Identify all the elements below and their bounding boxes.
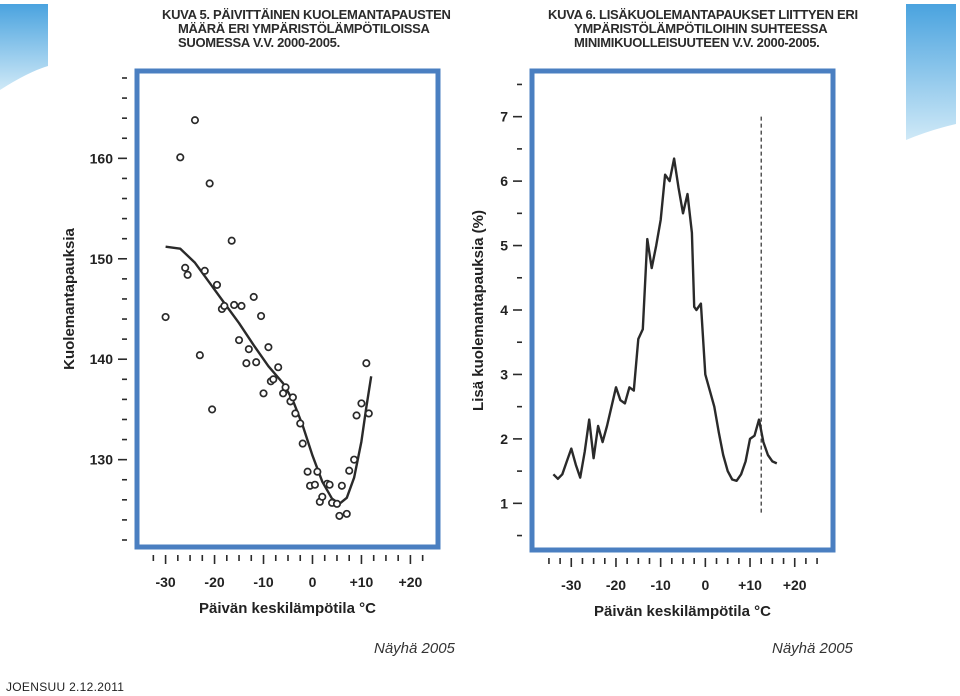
chart-2-x-tick-label: +10 (738, 577, 762, 593)
chart-1-point (274, 363, 283, 372)
chart-1-point (364, 409, 373, 418)
chart-2-frame (529, 68, 836, 553)
chart-2-x-axis-label: Päivän keskilämpötila °C (594, 603, 771, 620)
chart-2-x-tick-label: +20 (783, 577, 807, 593)
chart-1-point (337, 481, 346, 490)
chart-1-x-tick-label: -20 (204, 574, 224, 590)
chart-1-title-line: MÄÄRÄ ERI YMPÄRISTÖLÄMPÖTILOISSA (178, 21, 430, 36)
chart-1-point (325, 480, 334, 489)
chart-1-point (288, 393, 297, 402)
chart-1-frame (134, 68, 441, 550)
chart-1-y-tick-label: 140 (90, 351, 114, 367)
chart-1-y-tick-label: 160 (90, 150, 114, 166)
chart-1-point (310, 480, 319, 489)
chart-2-y-tick-label: 7 (500, 109, 508, 125)
chart-1-point (237, 301, 246, 311)
chart-1-point (161, 312, 170, 322)
chart-1-point (318, 492, 327, 501)
chart-1-point (252, 358, 261, 367)
chart-1-point (332, 499, 342, 508)
chart-2-y-tick-label: 1 (500, 495, 508, 511)
chart-2-y-tick-label: 3 (500, 366, 508, 382)
chart-2-credit: Näyhä 2005 (772, 640, 853, 657)
chart-1-point (257, 311, 266, 321)
chart-1-point (335, 511, 344, 520)
chart-2-x-tick-label: -30 (561, 577, 581, 593)
chart-1-point (190, 116, 200, 125)
chart-1-x-tick-label: -10 (253, 574, 273, 590)
chart-1-point (234, 336, 244, 345)
chart-1-title-line: KUVA 5. PÄIVITTÄINEN KUOLEMANTAPAUSTEN (162, 7, 451, 22)
chart-1-point (249, 292, 258, 301)
chart-1-point (342, 509, 351, 518)
chart-1-point (296, 419, 305, 428)
chart-1-point (244, 345, 253, 354)
chart-1-point (352, 411, 361, 420)
chart-1-point (350, 455, 359, 464)
chart-1-point (362, 359, 371, 368)
chart-1-credit: Näyhä 2005 (374, 640, 455, 657)
chart-1-point (183, 270, 192, 279)
chart-2-title: KUVA 6. LISÄKUOLEMANTAPAUKSET LIITTYEN E… (548, 8, 858, 50)
chart-1-x-tick-label: +20 (399, 574, 423, 590)
chart-2-x-tick-label: 0 (701, 577, 709, 593)
footer-text: JOENSUU 2.12.2011 (6, 680, 125, 694)
chart-2-title-line: YMPÄRISTÖLÄMPÖTILOIHIN SUHTEESSA (574, 21, 828, 36)
chart-2-y-tick-label: 2 (500, 431, 508, 447)
chart-1-point (208, 405, 217, 414)
chart-1-point (181, 263, 190, 272)
chart-1-point (220, 301, 229, 311)
chart-1-y-tick-label: 130 (90, 452, 114, 468)
chart-1-point (259, 389, 268, 398)
chart-1-x-axis-label: Päivän keskilämpötila °C (199, 600, 376, 617)
chart-1-point (313, 467, 322, 476)
chart-1-x-tick-label: -30 (155, 574, 175, 590)
chart-1-title-line: SUOMESSA V.V. 2000-2005. (178, 35, 340, 50)
chart-1-y-tick-label: 150 (90, 251, 114, 267)
chart-1-point (200, 266, 209, 275)
chart-1-point (195, 351, 204, 360)
chart-2-series-line (552, 157, 778, 482)
chart-1-point (230, 300, 239, 310)
chart-2-title-line: MINIMIKUOLLEISUUTEEN V.V. 2000-2005. (574, 35, 820, 50)
chart-1-point (291, 409, 300, 418)
chart-1-x-tick-label: 0 (309, 574, 317, 590)
chart-2-y-tick-label: 6 (500, 173, 508, 189)
chart-2-x-tick-label: -10 (651, 577, 671, 593)
chart-1-point (281, 383, 290, 392)
chart-1-point (357, 399, 366, 408)
chart-2-y-tick-label: 4 (500, 302, 508, 318)
chart-1-point (242, 359, 251, 368)
chart-1-point (269, 375, 278, 384)
chart-1-point (176, 153, 185, 162)
chart-1-point (264, 343, 273, 352)
chart-2-x-tick-label: -20 (606, 577, 626, 593)
chart-1-x-tick-label: +10 (350, 574, 374, 590)
chart-1-y-axis-label: Kuolemantapauksia (61, 227, 78, 369)
chart-1-point (303, 467, 312, 476)
chart-2-y-axis-label: Lisä kuolemantapauksia (%) (470, 210, 487, 411)
chart-1-point (345, 466, 354, 475)
chart-1-point (298, 439, 307, 448)
chart-1-title: KUVA 5. PÄIVITTÄINEN KUOLEMANTAPAUSTEN MÄ… (162, 8, 451, 50)
chart-1-point (227, 236, 236, 245)
chart-1-point (205, 179, 214, 188)
chart-2-title-line: KUVA 6. LISÄKUOLEMANTAPAUKSET LIITTYEN E… (548, 7, 858, 22)
chart-1-point (212, 280, 222, 289)
chart-2-y-tick-label: 5 (500, 238, 508, 254)
